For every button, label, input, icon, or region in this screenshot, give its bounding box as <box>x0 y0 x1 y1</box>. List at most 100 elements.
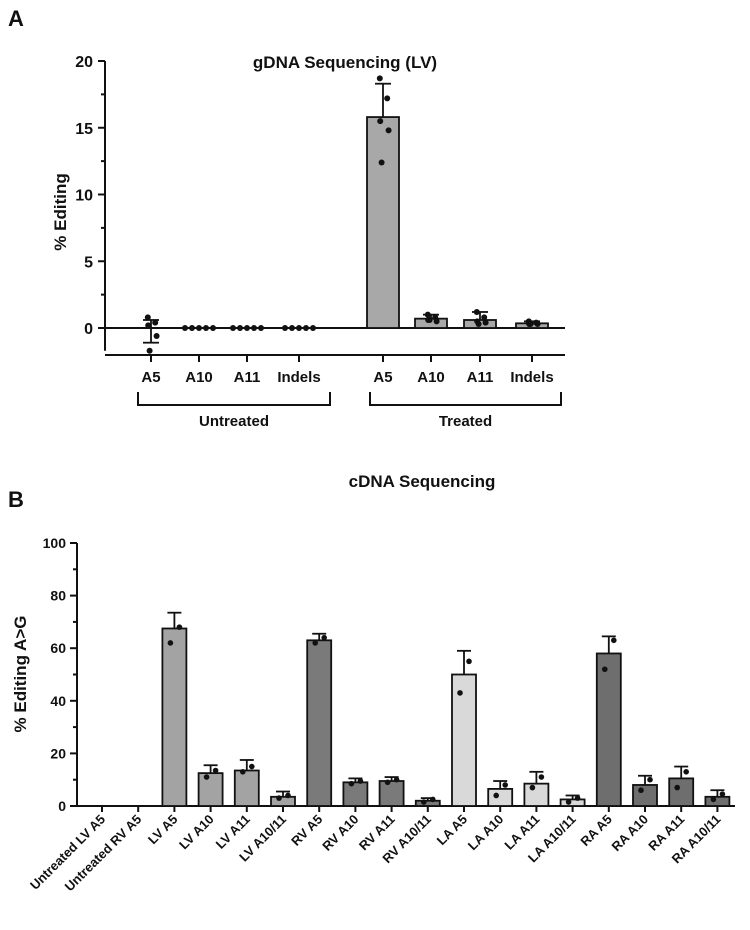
chart-a-x-label: Indels <box>510 369 553 386</box>
chart-b-data-point <box>502 782 509 788</box>
chart-a-data-point <box>152 319 159 326</box>
chart-b-bar <box>378 780 405 807</box>
chart-a-data-point <box>182 325 188 331</box>
chart-b-bar <box>197 772 224 807</box>
chart-a-data-point <box>433 318 440 325</box>
chart-b-bar <box>270 795 296 807</box>
chart-a-data-point <box>377 118 384 125</box>
chart-a-data-point <box>244 325 250 331</box>
chart-a-y-tick-label: 10 <box>75 188 93 205</box>
chart-b-data-point <box>321 634 328 641</box>
chart-b-bar <box>704 795 731 807</box>
chart-a-bars <box>143 75 549 354</box>
chart-b-bar <box>414 799 441 807</box>
chart-b-data-point <box>574 795 581 801</box>
chart-a-y-tick-label: 0 <box>84 321 93 338</box>
chart-b-data-point <box>538 774 545 780</box>
chart-a-data-point <box>481 314 488 321</box>
chart-b-data-point <box>602 666 608 673</box>
chart-a-bracket-treated <box>369 392 562 406</box>
chart-a-data-point <box>426 316 433 323</box>
chart-b-data-point <box>466 658 472 665</box>
chart-b-data-point <box>638 787 644 794</box>
chart-a-x-label: A10 <box>185 369 213 386</box>
chart-b-data-point <box>393 776 400 783</box>
panel-b-letter: B <box>8 487 24 512</box>
chart-a-y-tick-label: 5 <box>84 254 93 271</box>
chart-b-x-label: LV A10 <box>176 812 217 853</box>
chart-a-data-point <box>534 320 541 327</box>
chart-a-title: gDNA Sequencing (LV) <box>253 53 437 72</box>
chart-b-bar <box>668 777 695 807</box>
chart-b-data-point <box>529 784 536 791</box>
chart-b-bar <box>595 652 622 807</box>
chart-a-x-label: Indels <box>277 369 320 386</box>
chart-b-x-label: RV A10 <box>319 812 361 854</box>
chart-b-y-tick-label: 60 <box>50 640 66 656</box>
chart-b-data-point <box>430 796 436 803</box>
chart-a-data-point <box>189 325 195 331</box>
chart-a-group-label: Untreated <box>199 413 269 430</box>
chart-a-x-labels: A5 A10 A11 Indels A5 A10 A11 Indels <box>141 355 554 386</box>
chart-a-data-point <box>230 325 236 331</box>
chart-a-data-point <box>237 325 243 331</box>
chart-b-bar <box>451 673 477 807</box>
panel-a-letter: A <box>8 6 24 31</box>
chart-b-data-point <box>493 792 500 799</box>
chart-b-bar <box>487 788 514 807</box>
chart-b-y-tick-label: 0 <box>58 798 66 814</box>
chart-b-data-point <box>565 799 572 805</box>
chart-b-data-point <box>176 624 183 630</box>
chart-a-bar <box>366 116 400 329</box>
chart-a-x-label: A10 <box>417 369 445 386</box>
chart-b-bar <box>632 784 658 807</box>
chart-a-data-point <box>482 319 489 326</box>
chart-a-x-label: A11 <box>234 369 261 386</box>
chart-b-y-tick-label: 40 <box>50 693 66 709</box>
chart-b-data-point <box>683 769 689 775</box>
chart-b-x-label: RA A10 <box>608 812 651 855</box>
chart-a-data-point <box>145 322 152 329</box>
chart-a-data-point <box>258 325 264 331</box>
chart-b-bars <box>161 611 731 807</box>
chart-a-gdna: gDNA Sequencing (LV) % Editing 05101520 … <box>51 53 565 430</box>
chart-a-data-point <box>378 159 385 166</box>
chart-b-data-point <box>312 640 319 646</box>
chart-b-data-point <box>719 791 726 797</box>
chart-a-y-tick-label: 15 <box>75 121 93 138</box>
chart-b-data-point <box>674 784 680 791</box>
chart-b-data-point <box>249 763 255 770</box>
chart-b-data-point <box>240 769 246 775</box>
chart-a-data-point <box>146 347 153 354</box>
chart-b-data-point <box>276 795 282 801</box>
chart-a-y-axis: 0 5 10 15 20 <box>75 54 565 356</box>
chart-a-data-point <box>289 325 295 331</box>
chart-b-data-point <box>710 796 717 803</box>
chart-a-data-point <box>527 320 534 327</box>
chart-b-data-point <box>285 792 291 799</box>
chart-a-x-label: A5 <box>373 369 392 386</box>
chart-b-data-point <box>611 637 617 644</box>
chart-b-data-point <box>384 779 391 786</box>
chart-a-data-point <box>153 333 160 340</box>
chart-b-data-point <box>421 799 427 805</box>
chart-a-data-point <box>210 325 216 331</box>
chart-a-x-label: A11 <box>467 369 494 386</box>
chart-a-data-point <box>203 325 209 331</box>
chart-a-data-point <box>282 325 288 331</box>
chart-a-data-point <box>475 320 482 327</box>
chart-b-data-point <box>457 690 463 696</box>
chart-b-data-point <box>203 774 210 780</box>
chart-b-title: cDNA Sequencing <box>349 472 496 491</box>
chart-b-x-label: LA A10 <box>465 812 507 854</box>
chart-a-data-point <box>473 308 480 315</box>
chart-a-data-point <box>296 325 302 331</box>
chart-a-ylabel: % Editing <box>51 173 70 250</box>
chart-a-data-point <box>310 325 316 331</box>
chart-a-data-point <box>424 311 431 318</box>
chart-b-data-point <box>647 776 653 783</box>
chart-b-y-tick-label: 20 <box>50 745 66 761</box>
chart-b-bar <box>342 781 369 807</box>
